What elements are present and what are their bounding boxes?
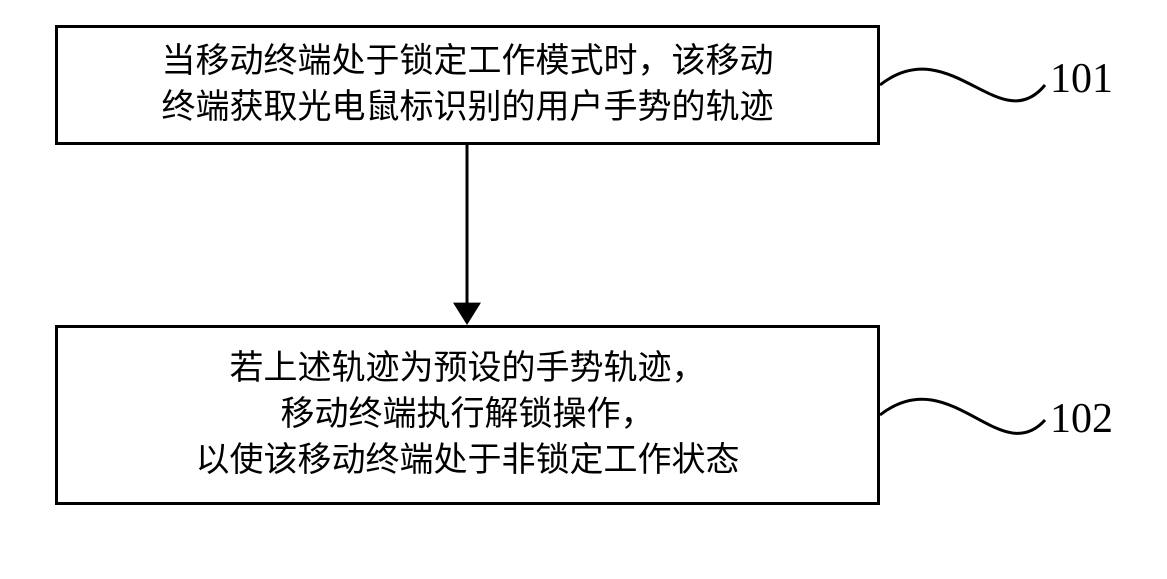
flowchart-arrow [0,0,1167,579]
flowchart-canvas: 当移动终端处于锁定工作模式时，该移动终端获取光电鼠标识别的用户手势的轨迹101若… [0,0,1167,579]
